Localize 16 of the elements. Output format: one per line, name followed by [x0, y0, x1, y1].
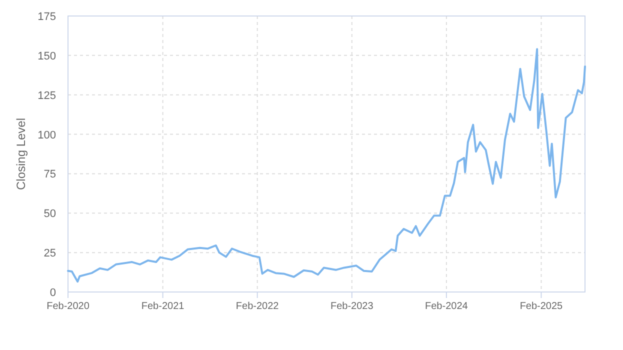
y-tick-label: 175: [38, 11, 56, 23]
y-tick-label: 100: [38, 129, 56, 142]
y-tick-label: 75: [44, 168, 56, 181]
x-tick-label: Feb-2022: [236, 301, 280, 312]
x-tick-label: Feb-2020: [46, 301, 90, 312]
y-axis-title: Closing Level: [14, 118, 28, 190]
y-tick-label: 125: [38, 90, 56, 102]
x-tick-label: Feb-2024: [425, 301, 468, 312]
y-tick-label: 50: [44, 208, 56, 220]
y-tick-label: 150: [38, 50, 56, 62]
y-tick-label: 0: [50, 287, 56, 299]
line-series: [67, 48, 586, 283]
x-tick-label: Feb-2025: [520, 301, 564, 312]
x-tick-label: Feb-2021: [141, 301, 185, 312]
x-tick-label: Feb-2023: [330, 301, 374, 312]
y-tick-label: 25: [44, 248, 56, 260]
